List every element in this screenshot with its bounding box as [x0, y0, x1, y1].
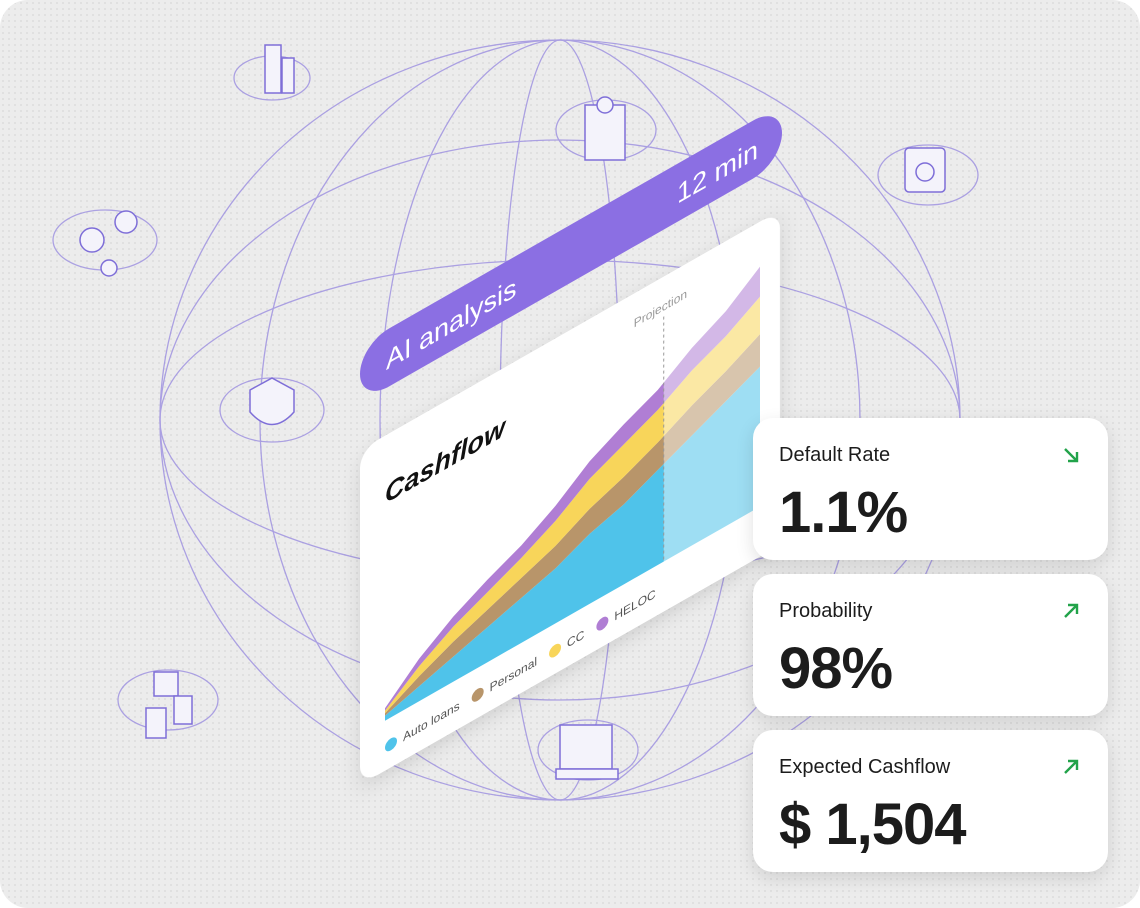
trend-up-icon [1064, 603, 1079, 618]
metric-card: Default Rate 1.1% [753, 418, 1108, 560]
metric-value: $ 1,504 [779, 792, 967, 857]
metric-label: Default Rate [779, 444, 891, 466]
area [385, 366, 760, 721]
metric-card: Probability 98% [753, 574, 1108, 716]
metric-label: Expected Cashflow [779, 756, 951, 778]
trend-down-icon [1064, 448, 1079, 463]
legend-swatch [549, 643, 562, 658]
area [385, 334, 760, 716]
area [385, 266, 760, 711]
banner-bg [360, 116, 782, 391]
legend-swatch [471, 687, 484, 702]
trend-up-icon [1064, 759, 1079, 774]
metric-value: 1.1% [779, 480, 908, 545]
projection-shade [663, 241, 761, 563]
legend-swatch [385, 737, 397, 752]
legend-swatch [596, 616, 609, 631]
area [385, 296, 760, 714]
metric-value: 98% [779, 636, 893, 701]
metric-label: Probability [779, 600, 873, 622]
metric-card: Expected Cashflow $ 1,504 [753, 730, 1108, 872]
